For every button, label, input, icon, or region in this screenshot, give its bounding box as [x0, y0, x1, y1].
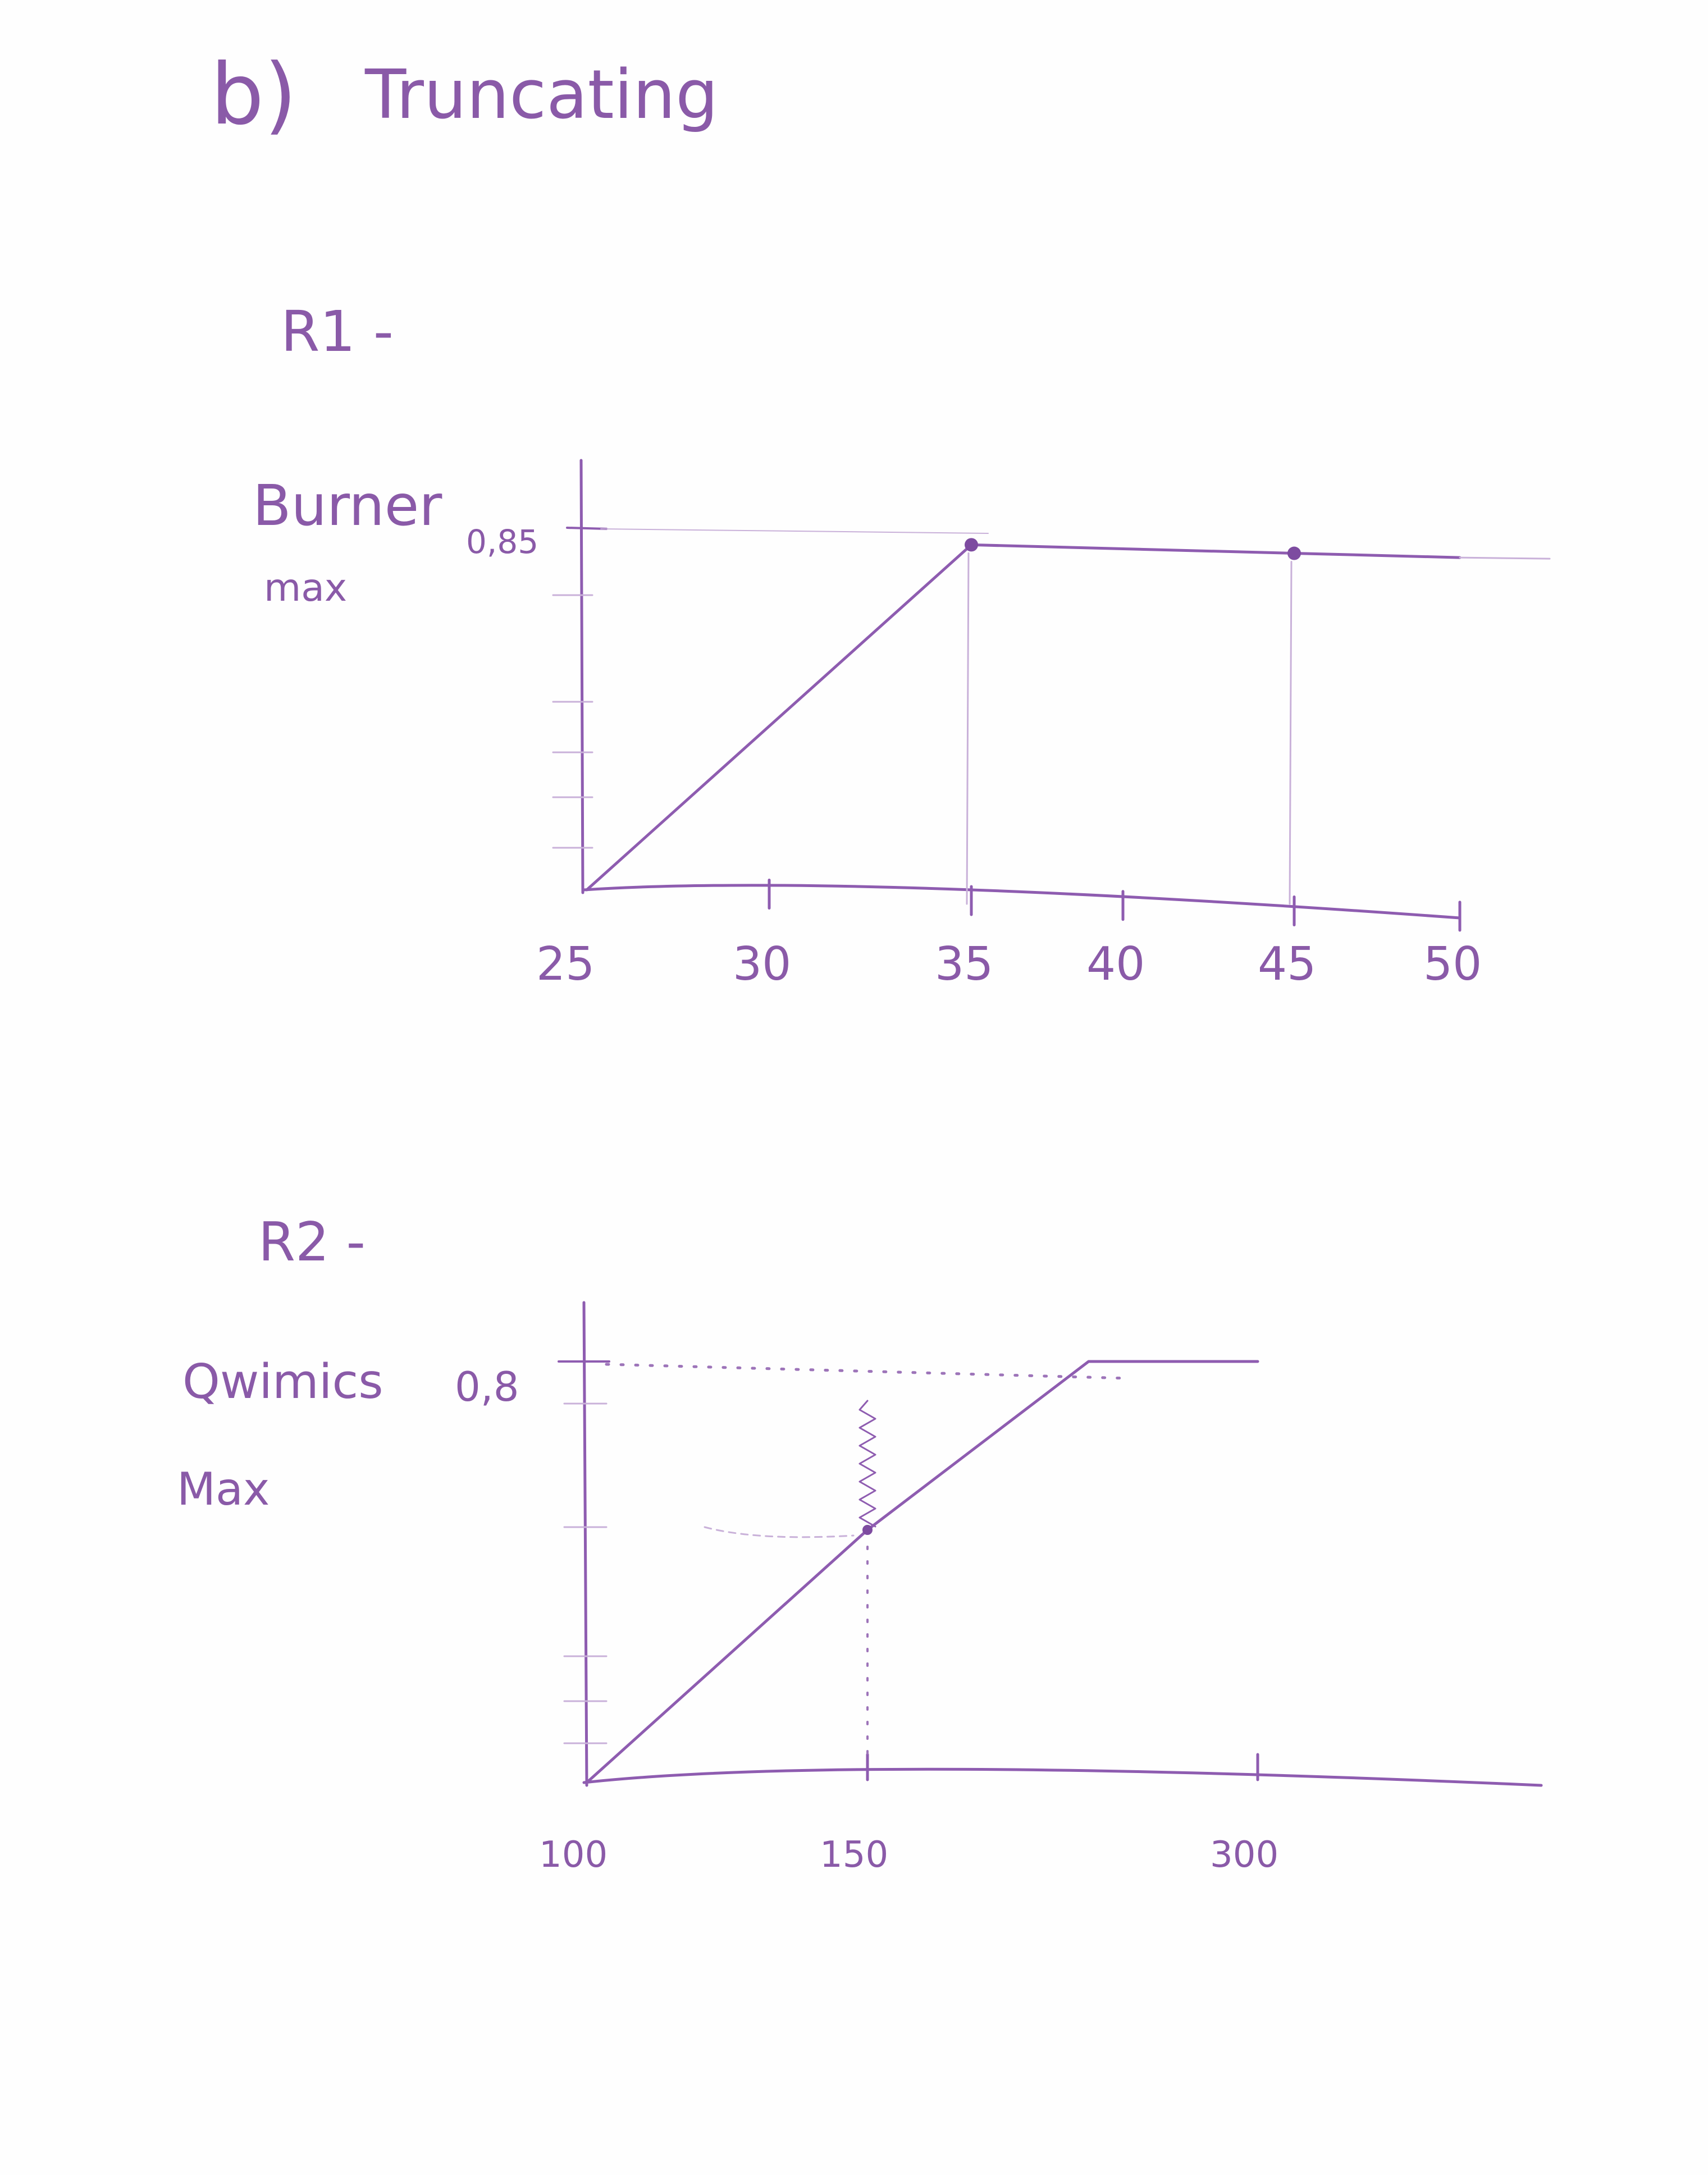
chart-r1-xtick-label: 50: [1423, 938, 1482, 991]
chart-r1-drop-line: [966, 552, 970, 905]
chart-r2-label: R2 -: [258, 1212, 366, 1273]
chart-r2-hatch-line: [858, 1400, 876, 1528]
chart-r1-xtick-label: 30: [733, 938, 791, 991]
chart-r1-ytick-label: 0,85: [466, 523, 538, 561]
chart-r2-ylabel-line1: Qwimics: [182, 1354, 383, 1410]
chart-r2-xtick-label: 100: [539, 1834, 608, 1876]
chart-r1-label: R1 -: [281, 299, 394, 364]
chart-r1-y-axis: [579, 459, 584, 894]
chart-r1-ylabel-line2: max: [264, 566, 347, 610]
heading-text: Truncating: [364, 56, 718, 134]
chart-r1-xtick-label: 40: [1086, 938, 1145, 991]
chart-r1-marker: [1287, 546, 1301, 560]
chart-r2-xtick-label: 300: [1210, 1834, 1278, 1876]
chart-r2-marker: [862, 1525, 873, 1535]
chart-r1-line-extension: [1459, 556, 1551, 560]
chart-r1-x-axis: [582, 884, 1462, 920]
chart-r1-ylabel-line1: Burner: [253, 473, 442, 538]
chart-r2-y-axis: [582, 1301, 588, 1787]
chart-r1-series-line: [585, 543, 1462, 892]
chart-r1-xtick-label: 25: [536, 938, 595, 991]
chart-r2-x-axis: [582, 1767, 1543, 1787]
chart-r1-ytick-top: [566, 527, 608, 530]
chart-r2-ylabel-line2: Max: [177, 1463, 270, 1515]
heading-letter: b): [211, 46, 297, 144]
chart-r1-drop-line: [1289, 561, 1293, 905]
chart-r2-guide-line: [704, 1526, 855, 1538]
chart-r1-xtick-label: 45: [1258, 938, 1316, 991]
chart-r2-ref-line: [605, 1363, 1130, 1380]
chart-r1: R1 - Burner max 0,85 25 30 35 40 45 50: [253, 299, 1551, 991]
chart-r2: R2 - Qwimics Max 0,8 100 150 300: [177, 1212, 1543, 1876]
chart-r2-ytick-label: 0,8: [455, 1363, 519, 1410]
chart-r1-marker: [965, 538, 978, 552]
chart-r1-xtick-label: 35: [935, 938, 993, 991]
chart-r2-xtick-label: 150: [820, 1834, 888, 1876]
chart-r2-series-line: [585, 1360, 1259, 1784]
chart-r1-ref-line: [600, 528, 989, 534]
